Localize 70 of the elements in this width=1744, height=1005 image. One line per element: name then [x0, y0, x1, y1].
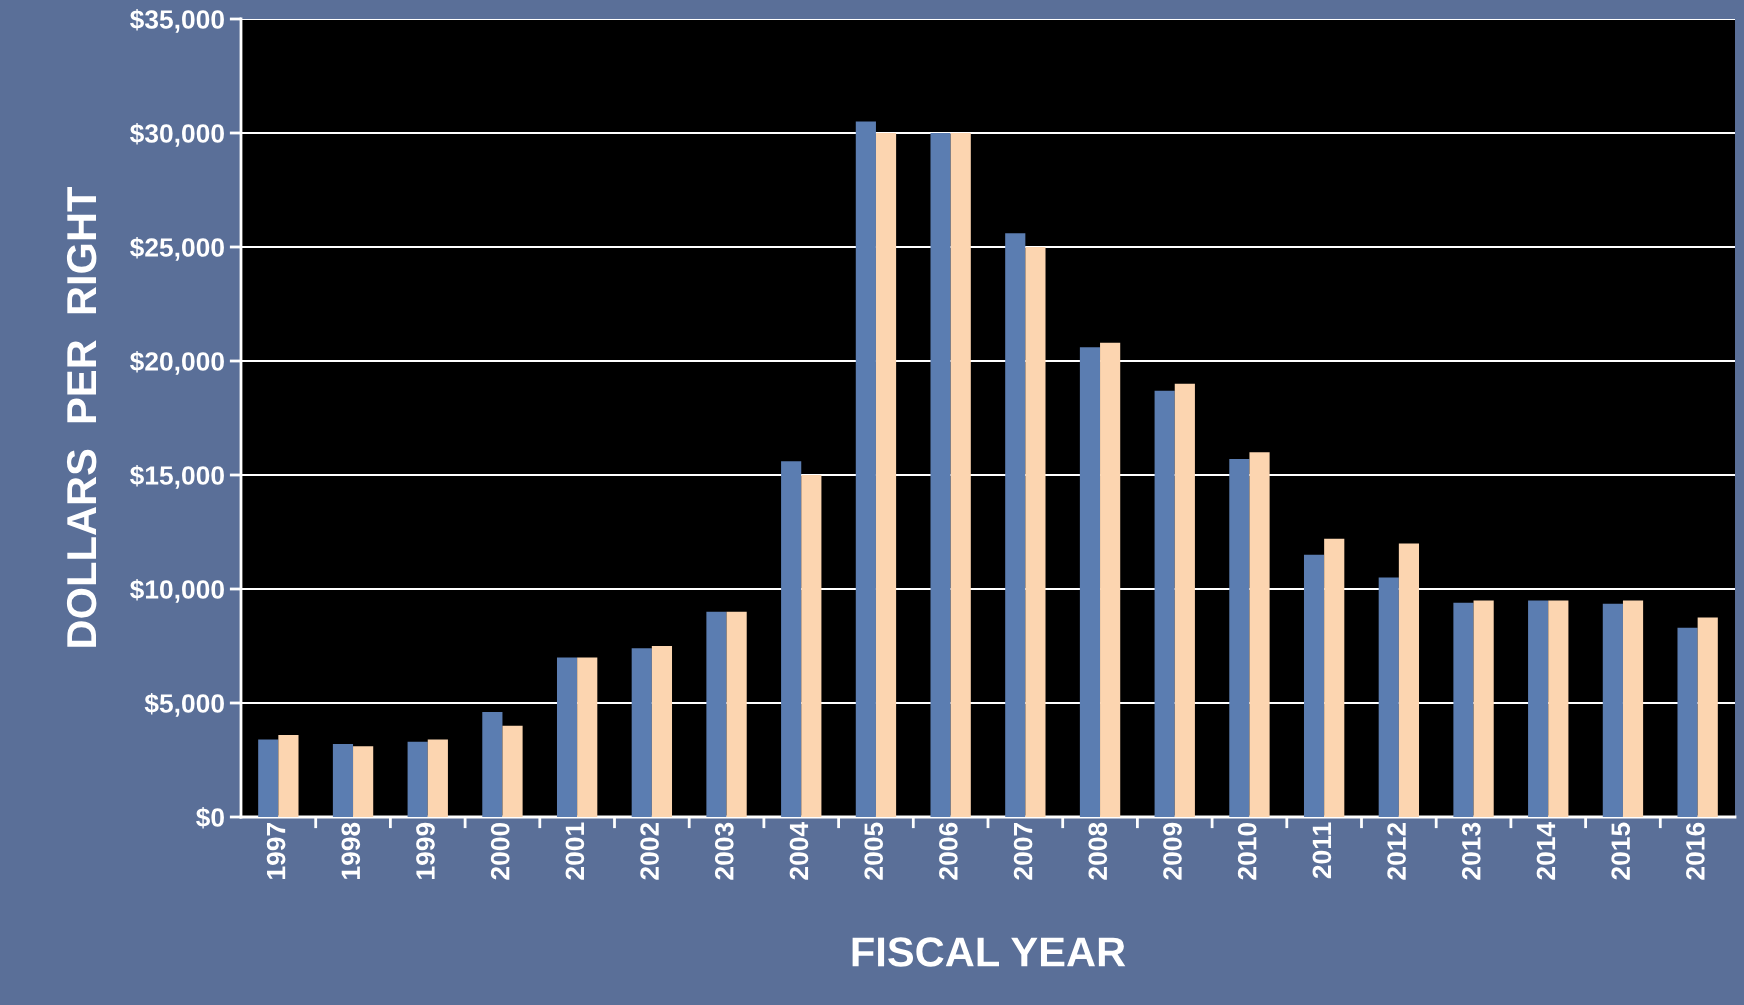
- bar: [1079, 347, 1101, 817]
- bar: [1025, 247, 1046, 817]
- x-tick-label: 2006: [939, 822, 958, 880]
- x-tick-label: 2016: [1686, 822, 1705, 880]
- y-tick-label: $20,000: [129, 350, 224, 375]
- x-tick-label: 1997: [266, 823, 286, 879]
- bar: [726, 611, 747, 817]
- bar: [577, 657, 598, 817]
- bar: [930, 133, 951, 817]
- bar: [1249, 452, 1270, 817]
- bar: [332, 744, 354, 817]
- x-tick-label: 1999: [416, 822, 435, 879]
- bar: [1398, 543, 1420, 817]
- x-tick-label: 2015: [1611, 822, 1631, 880]
- x-tick-label: 2009: [1163, 822, 1182, 880]
- bar: [1528, 600, 1549, 817]
- y-tick-label: $15,000: [129, 464, 224, 489]
- bar: [1324, 538, 1345, 817]
- bar: [482, 712, 503, 817]
- bar: [353, 746, 374, 817]
- x-tick-label: 2008: [1088, 822, 1108, 880]
- x-tick-label: 2007: [1013, 823, 1033, 880]
- bar: [1378, 577, 1399, 817]
- bar: [556, 657, 578, 817]
- x-tick-label: 2013: [1461, 822, 1481, 880]
- x-tick-label: 1998: [341, 822, 361, 879]
- bar: [1473, 600, 1494, 817]
- y-tick-label: $10,000: [129, 578, 224, 603]
- x-tick-label: 2000: [490, 822, 510, 880]
- x-tick-label: 2004: [789, 822, 809, 880]
- y-tick-label: $30,000: [129, 122, 224, 147]
- bar: [1548, 600, 1569, 817]
- bar: [801, 475, 822, 817]
- x-tick-label: 2014: [1536, 822, 1556, 880]
- y-tick-label: $25,000: [129, 236, 224, 261]
- bar: [651, 646, 673, 817]
- bar: [1602, 603, 1623, 817]
- bar: [1677, 627, 1698, 817]
- bar: [1303, 554, 1325, 817]
- x-tick-label: 2002: [640, 822, 659, 880]
- bar: [502, 725, 523, 817]
- bar: [855, 121, 876, 817]
- bar: [1005, 233, 1026, 817]
- bar: [1229, 459, 1250, 817]
- x-tick-label: 2005: [864, 822, 884, 880]
- bar: [706, 611, 727, 817]
- bar: [407, 741, 428, 817]
- bar: [427, 739, 448, 817]
- bar: [1100, 342, 1121, 817]
- x-tick-label: 2001: [565, 822, 585, 880]
- x-tick-label: 2011: [1312, 822, 1332, 879]
- x-tick-label: 2010: [1237, 822, 1257, 880]
- bar: [258, 739, 279, 817]
- y-tick-label: $5,000: [144, 692, 224, 717]
- y-axis-title: DOLLARS PER RIGHT: [66, 186, 97, 647]
- bar: [950, 133, 971, 817]
- bar: [631, 648, 652, 817]
- x-axis-title: FISCAL YEAR: [852, 937, 1126, 967]
- bar: [1453, 602, 1474, 817]
- y-tick-label: $35,000: [129, 8, 224, 33]
- y-tick-label: $0: [196, 806, 224, 829]
- bar: [875, 133, 897, 817]
- bar: [278, 734, 299, 817]
- bar: [781, 461, 802, 817]
- bar: [1622, 600, 1644, 817]
- bar: [1154, 390, 1175, 817]
- bar: [1174, 383, 1195, 817]
- x-tick-label: 2012: [1387, 822, 1406, 880]
- x-tick-label: 2003: [714, 822, 734, 880]
- bar: [1697, 617, 1718, 817]
